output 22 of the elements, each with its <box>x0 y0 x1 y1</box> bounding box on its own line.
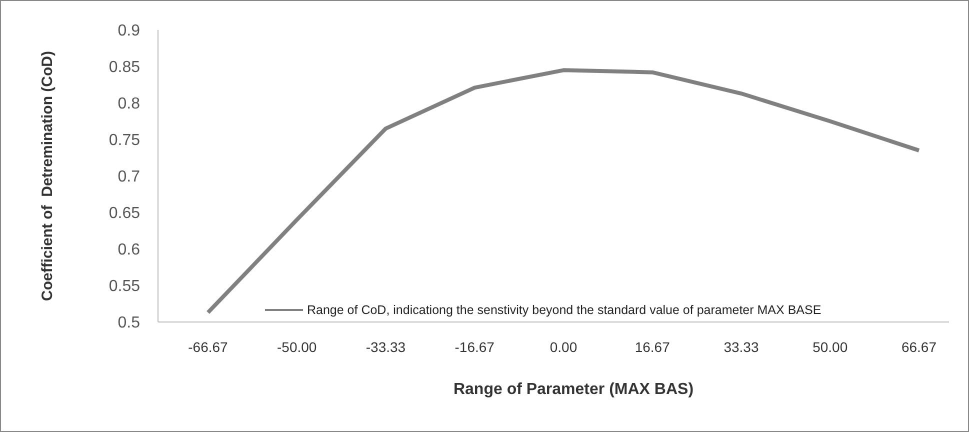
y-tick-label: 0.85 <box>108 59 140 76</box>
y-tick-label: 0.8 <box>118 96 140 113</box>
x-tick-label: -16.67 <box>454 339 495 355</box>
legend-label: Range of CoD, indicationg the senstivity beyond the standard value of parameter MAX BASE <box>307 303 822 317</box>
y-tick-label: 0.55 <box>108 278 140 296</box>
x-tick-label: -33.33 <box>366 339 406 355</box>
x-tick-label: -66.67 <box>188 339 228 355</box>
line-series <box>206 68 921 315</box>
y-tick-label: 0.9 <box>118 22 140 40</box>
y-tick-label: 0.6 <box>118 242 140 259</box>
y-tick-label: 0.65 <box>108 205 140 222</box>
y-axis-title: Coefficient of Detremination (CoD) <box>39 51 56 301</box>
y-tick-label: 0.75 <box>108 132 140 150</box>
x-tick-label: 66.67 <box>901 339 937 355</box>
x-tick-label: 16.67 <box>634 339 670 355</box>
x-tick-label: 33.33 <box>724 339 759 355</box>
x-axis-title: Range of Parameter (MAX BAS) <box>453 381 694 398</box>
y-tick-label: 0.5 <box>118 314 140 332</box>
x-tick-label: -50.00 <box>277 339 317 355</box>
x-tick-label: 50.00 <box>812 339 848 355</box>
x-tick-label: 0.00 <box>550 339 578 355</box>
y-tick-label: 0.7 <box>118 168 140 186</box>
